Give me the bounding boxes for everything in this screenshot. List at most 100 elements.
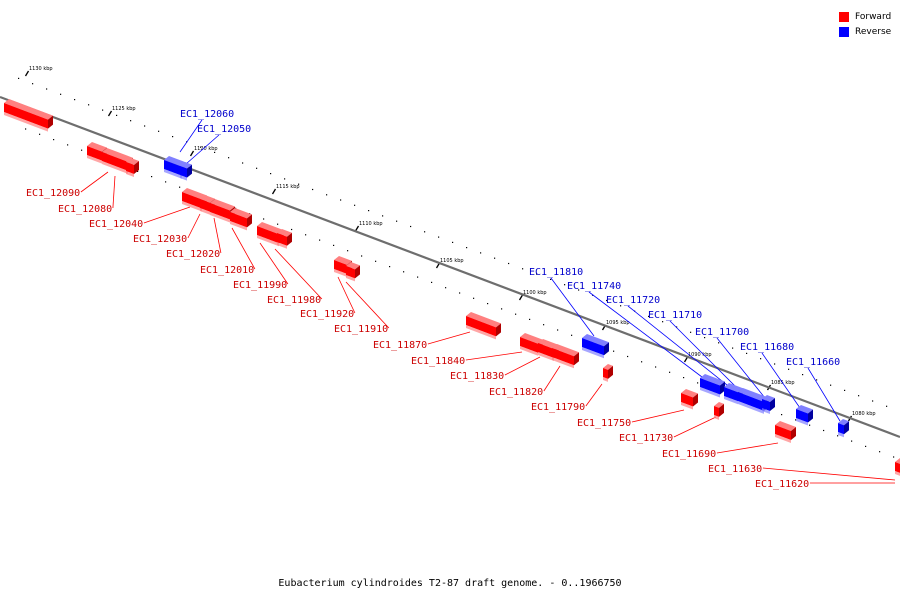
gene-label[interactable]: EC1_12080 — [58, 204, 112, 215]
reverse-gene[interactable] — [180, 162, 192, 181]
ruler-dot — [893, 456, 895, 458]
tick-label: 1130 kbp — [29, 66, 53, 72]
gene-label[interactable]: EC1_11790 — [531, 402, 585, 413]
tick-label: 1125 kbp — [112, 106, 136, 112]
ruler-dot — [690, 331, 692, 333]
ruler-dot — [368, 210, 370, 212]
gene-label[interactable]: EC1_11990 — [233, 280, 287, 291]
gene-label[interactable]: EC1_11620 — [755, 479, 809, 490]
ruler-dot — [340, 199, 342, 201]
tick-label: 1115 kbp — [276, 184, 300, 190]
ruler-dot — [130, 120, 132, 122]
reverse-gene[interactable] — [796, 405, 813, 426]
ruler-dot — [648, 315, 650, 317]
gene-label[interactable]: EC1_11680 — [740, 342, 794, 353]
forward-gene[interactable] — [552, 344, 579, 369]
ruler-dot — [606, 299, 608, 302]
gene-label[interactable]: EC1_12040 — [89, 219, 143, 230]
ruler-dot — [361, 255, 363, 257]
reverse-gene[interactable] — [762, 395, 775, 415]
legend-label: Reverse — [855, 26, 892, 37]
leader-line — [807, 367, 841, 422]
reverse-gene[interactable] — [838, 419, 849, 438]
ruler-dot — [844, 389, 846, 391]
ruler-dot — [459, 292, 461, 294]
forward-gene[interactable] — [126, 158, 139, 178]
reverse-gene[interactable] — [582, 334, 609, 359]
forward-gene[interactable] — [895, 458, 900, 477]
ruler-dot — [319, 239, 321, 241]
ruler-dot — [571, 334, 573, 336]
gene-label[interactable]: EC1_11720 — [606, 295, 660, 306]
leader-line — [143, 206, 191, 224]
ruler-dot — [256, 167, 258, 169]
gene-label[interactable]: EC1_11740 — [567, 281, 621, 292]
forward-gene[interactable] — [538, 339, 559, 362]
ruler-dot — [228, 157, 230, 159]
gene-label[interactable]: EC1_11910 — [334, 324, 388, 335]
ruler-dot — [816, 379, 818, 381]
forward-gene[interactable] — [277, 229, 292, 249]
forward-gene[interactable] — [4, 99, 53, 132]
ruler-dot — [298, 183, 300, 185]
ruler-dot — [116, 114, 118, 116]
gene-label[interactable]: EC1_12090 — [26, 188, 80, 199]
gene-label[interactable]: EC1_12060 — [180, 109, 234, 120]
forward-gene[interactable] — [230, 208, 252, 231]
gene-label[interactable]: EC1_12050 — [197, 124, 251, 135]
ruler-dot — [543, 324, 545, 326]
ruler-dot — [403, 271, 405, 273]
gene-label[interactable]: EC1_11840 — [411, 356, 465, 367]
gene-label[interactable]: EC1_11830 — [450, 371, 504, 382]
gene-label[interactable]: EC1_11810 — [529, 267, 583, 278]
leader-line — [543, 365, 561, 392]
leader-line — [716, 337, 766, 399]
ruler-dot — [564, 284, 566, 286]
ruler-dot — [60, 93, 62, 95]
leader-line — [716, 442, 779, 454]
gene-label[interactable]: EC1_11920 — [300, 309, 354, 320]
gene-label[interactable]: EC1_12030 — [133, 234, 187, 245]
forward-gene[interactable] — [775, 421, 796, 444]
ruler-dot — [760, 358, 762, 360]
forward-gene[interactable] — [466, 312, 501, 340]
ruler-dot — [333, 244, 335, 246]
ruler-dot — [431, 281, 433, 283]
gene-label[interactable]: EC1_11660 — [786, 357, 840, 368]
reverse-gene[interactable] — [700, 374, 725, 398]
gene-label[interactable]: EC1_11700 — [695, 327, 749, 338]
gene-label[interactable]: EC1_11710 — [648, 310, 702, 321]
tick-mark — [107, 110, 113, 117]
tick-label: 1095 kbp — [606, 320, 630, 326]
label-leaders — [80, 119, 896, 484]
gene-label[interactable]: EC1_12010 — [200, 265, 254, 276]
gene-label[interactable]: EC1_11730 — [619, 433, 673, 444]
ruler-dot — [88, 104, 90, 106]
tick-label: 1080 kbp — [852, 411, 876, 417]
tick-mark — [271, 188, 277, 195]
gene-label[interactable]: EC1_11980 — [267, 295, 321, 306]
gene-label[interactable]: EC1_11820 — [489, 387, 543, 398]
ruler-dot — [802, 374, 804, 376]
forward-gene[interactable] — [603, 364, 613, 382]
leader-line — [585, 383, 603, 407]
forward-gene[interactable] — [346, 262, 360, 282]
forward-gene[interactable] — [714, 402, 724, 420]
gene-label[interactable]: EC1_11750 — [577, 418, 631, 429]
gene-label[interactable]: EC1_11870 — [373, 340, 427, 351]
forward-gene[interactable] — [681, 389, 698, 410]
ruler-dot — [809, 424, 811, 426]
ruler-dot — [823, 429, 825, 432]
reverse-gene[interactable] — [738, 388, 769, 414]
genome-backbone — [0, 95, 900, 439]
ruler-dot — [697, 382, 699, 384]
ruler-dot — [165, 181, 167, 183]
leader-line — [179, 119, 203, 153]
ruler-dot — [557, 329, 559, 331]
tick-label: 1105 kbp — [440, 258, 464, 264]
gene-label[interactable]: EC1_12020 — [166, 249, 220, 260]
gene-label[interactable]: EC1_11630 — [708, 464, 762, 475]
ruler-dot — [522, 268, 524, 270]
gene-label[interactable]: EC1_11690 — [662, 449, 716, 460]
